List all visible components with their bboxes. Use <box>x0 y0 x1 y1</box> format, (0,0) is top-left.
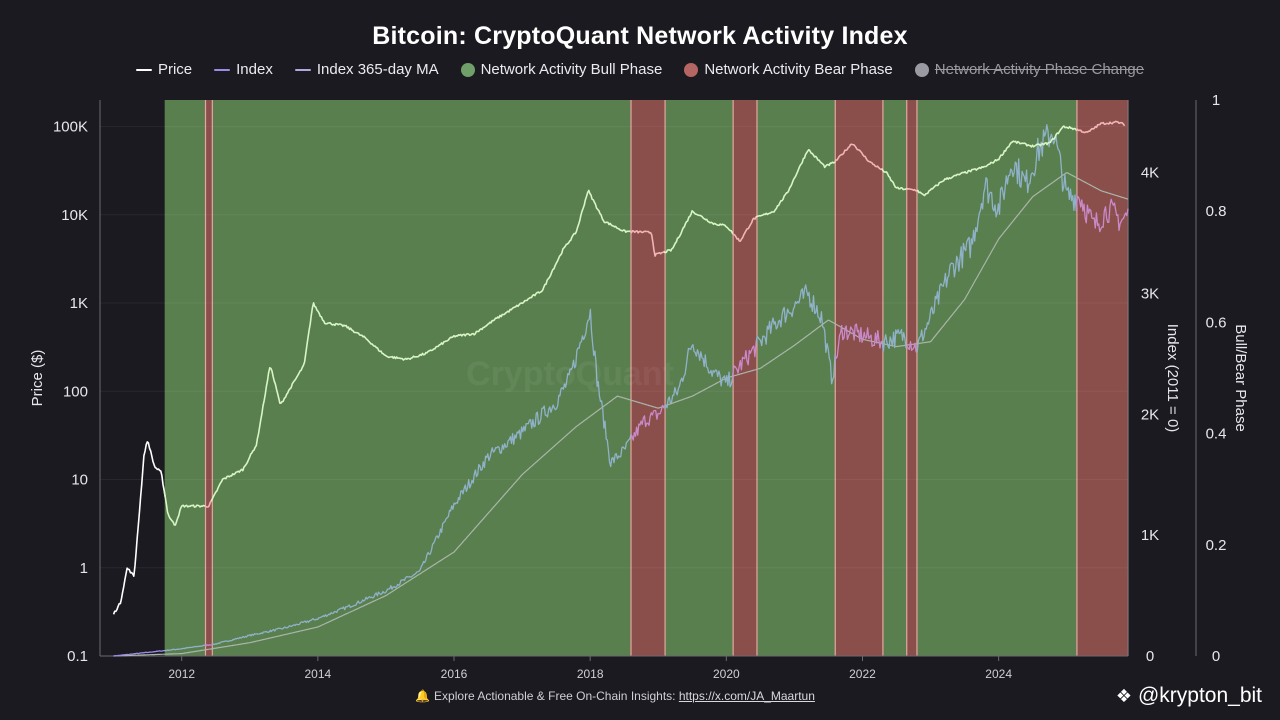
index-tick-label: 4K <box>1141 165 1159 182</box>
bear-dot-icon <box>684 62 699 77</box>
index-line <box>211 308 633 646</box>
index-line <box>731 336 758 380</box>
chart-title: Bitcoin: CryptoQuant Network Activity In… <box>372 22 908 50</box>
price-line <box>210 189 633 502</box>
price-line <box>834 143 884 172</box>
chart-legend: Price Index Index 365-day MA Network Act… <box>0 61 1280 78</box>
price-line <box>204 498 214 508</box>
legend-label: Network Activity Bull Phase <box>480 61 663 78</box>
phase-axis-label: Bull/Bear Phase <box>1232 324 1249 432</box>
phase-tick-label: 0.6 <box>1206 314 1227 331</box>
price-line <box>629 229 666 257</box>
x-tick-label: 2018 <box>577 667 604 681</box>
price-tick-label: 100 <box>63 383 88 400</box>
legend-item-bull-phase[interactable]: Network Activity Bull Phase <box>460 61 663 78</box>
legend-item-index-ma[interactable]: Index 365-day MA <box>294 61 439 78</box>
phase-tick-label: 0.8 <box>1206 203 1227 220</box>
index-line <box>113 649 166 657</box>
price-line <box>755 148 837 218</box>
price-line <box>881 168 909 191</box>
price-line <box>906 187 918 192</box>
watermark-handle: @krypton_bit <box>1137 684 1262 707</box>
price-tick-label: 10K <box>61 207 88 224</box>
x-tick-label: 2020 <box>713 667 740 681</box>
index-axis-label: Index (2011 = 0) <box>1164 324 1181 433</box>
legend-label: Network Activity Bear Phase <box>704 61 893 78</box>
index-line <box>916 124 1078 353</box>
x-tick-label: 2022 <box>849 667 876 681</box>
index-line <box>755 284 837 385</box>
bear-phase-region <box>1076 100 1128 656</box>
price-line <box>916 125 1078 197</box>
price-tick-label: 0.1 <box>67 648 88 665</box>
index-tick-label: 2K <box>1141 406 1159 423</box>
index-line <box>204 643 214 647</box>
legend-label: Index 365-day MA <box>316 61 439 78</box>
index-line <box>834 323 885 360</box>
legend-item-index[interactable]: Index <box>214 61 273 78</box>
footer-link[interactable]: https://x.com/JA_Maartun <box>678 689 815 703</box>
price-line <box>1075 120 1126 134</box>
price-line <box>163 490 207 526</box>
price-line-swatch-icon <box>135 68 152 71</box>
footer: 🔔 Explore Actionable & Free On-Chain Insi… <box>0 689 1230 703</box>
bear-phase-region <box>835 100 883 656</box>
price-tick-label: 1K <box>70 295 88 312</box>
price-tick-label: 100K <box>53 119 88 136</box>
price-line <box>663 210 735 254</box>
bear-phase-region <box>733 100 757 656</box>
index-line <box>1075 195 1129 233</box>
cryptoquant-watermark: CryptoQuant <box>466 355 674 393</box>
legend-label: Network Activity Phase Change <box>934 61 1145 78</box>
ma-line-swatch-icon <box>294 68 311 71</box>
index-line <box>905 341 918 353</box>
phase-tick-label: 0 <box>1212 648 1220 665</box>
legend-label: Index <box>236 61 273 78</box>
price-line <box>732 215 758 242</box>
index-ma-line <box>113 172 1129 657</box>
phase-tick-label: 0.2 <box>1206 537 1227 554</box>
index-line <box>630 404 667 441</box>
legend-item-price[interactable]: Price <box>135 61 193 78</box>
index-line-swatch-icon <box>214 68 231 71</box>
price-tick-label: 10 <box>71 472 88 489</box>
bear-phase-region <box>631 100 666 656</box>
index-line <box>881 328 908 352</box>
binance-logo-icon: ❖ <box>1115 685 1132 706</box>
phase-tick-label: 0.4 <box>1206 426 1227 443</box>
x-tick-label: 2016 <box>441 667 468 681</box>
index-line <box>664 344 735 409</box>
legend-item-bear-phase[interactable]: Network Activity Bear Phase <box>684 61 893 78</box>
index-line <box>164 644 207 652</box>
footer-text: Explore Actionable & Free On-Chain Insig… <box>434 689 679 703</box>
x-tick-label: 2012 <box>168 667 195 681</box>
price-axis-label: Price ($) <box>29 350 46 407</box>
x-tick-label: 2024 <box>985 667 1012 681</box>
price-line <box>112 441 167 615</box>
legend-label: Price <box>157 61 193 78</box>
phase-tick-label: 1 <box>1212 92 1220 109</box>
index-tick-label: 1K <box>1141 527 1159 544</box>
bell-icon: 🔔 <box>415 689 431 703</box>
price-tick-label: 1 <box>80 560 88 577</box>
watermark: ❖ @krypton_bit <box>1116 684 1262 708</box>
x-tick-label: 2014 <box>305 667 332 681</box>
bull-dot-icon <box>460 62 475 77</box>
bear-phase-region <box>205 100 213 656</box>
bear-phase-region <box>906 100 917 656</box>
index-tick-label: 3K <box>1141 285 1159 302</box>
legend-item-phase-change[interactable]: Network Activity Phase Change <box>914 61 1145 78</box>
phase-change-dot-icon <box>914 62 929 77</box>
index-tick-label: 0 <box>1146 648 1154 665</box>
